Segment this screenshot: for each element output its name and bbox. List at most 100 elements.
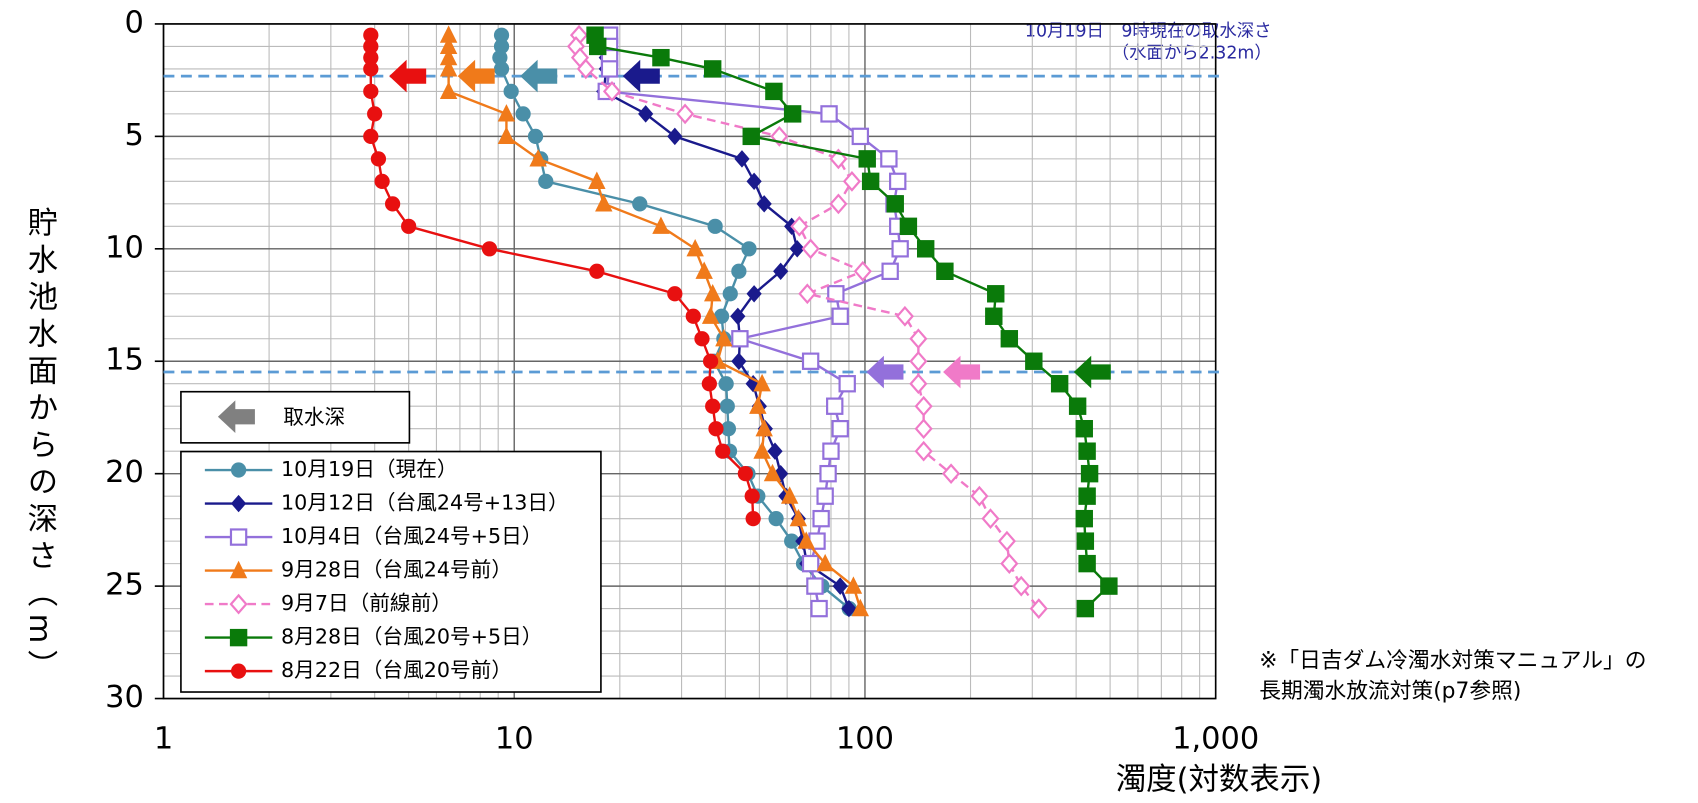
data-point: [638, 105, 654, 123]
data-point: [1078, 487, 1096, 505]
data-point: [838, 375, 856, 393]
annotation: 10月19日 9時現在の取水深さ: [1025, 22, 1272, 42]
data-point: [374, 173, 390, 189]
legend-marker: [229, 528, 248, 546]
data-point: [493, 61, 510, 77]
legend-label: 9月7日（前線前）: [281, 591, 452, 615]
data-point: [363, 27, 379, 43]
data-point: [819, 464, 837, 483]
data-point: [703, 283, 722, 302]
y-tick-label: 20: [105, 455, 144, 490]
data-point: [588, 171, 606, 189]
data-point: [895, 305, 914, 327]
intake-arrow: [1073, 355, 1111, 389]
data-point: [827, 285, 845, 303]
y-tick-label: 30: [105, 680, 144, 715]
data-point: [765, 82, 783, 101]
note: 長期濁水放流対策(p7参照): [1259, 679, 1521, 704]
legend-label: 10月19日（現在）: [281, 457, 458, 481]
data-point: [987, 285, 1005, 303]
legend-label: 9月28日（台風24号前）: [281, 558, 512, 582]
data-point: [822, 442, 840, 460]
data-point: [742, 127, 760, 146]
data-point: [1029, 598, 1048, 619]
data-point: [881, 262, 899, 280]
intake-arrow: [866, 355, 904, 389]
data-point: [916, 240, 935, 258]
data-point: [753, 373, 771, 392]
data-point: [914, 395, 933, 417]
data-point: [891, 240, 909, 258]
data-point: [497, 104, 516, 122]
y-tick-label: 15: [105, 343, 144, 378]
data-point: [734, 150, 750, 168]
data-point: [529, 149, 547, 167]
data-point: [801, 238, 820, 260]
legend-marker: [230, 462, 247, 478]
annotation: （水面から2.32m）: [1112, 43, 1272, 63]
data-point: [806, 577, 824, 595]
data-point: [589, 37, 607, 56]
data-point: [363, 128, 379, 144]
y-axis-title: 貯水池水面からの深さ（m）: [22, 207, 58, 687]
data-point: [497, 126, 516, 144]
y-tick-label: 25: [105, 568, 144, 603]
data-point: [936, 262, 954, 280]
data-point: [702, 353, 719, 369]
data-point: [851, 127, 870, 146]
data-point: [701, 306, 720, 324]
data-point: [997, 530, 1017, 552]
legend-marker: [229, 628, 248, 647]
data-point: [595, 194, 613, 212]
legend-label: 10月12日（台風24号+13日）: [281, 491, 569, 515]
data-point: [790, 215, 809, 237]
data-point: [861, 172, 880, 191]
data-point: [801, 554, 820, 573]
series-line: [593, 34, 1111, 610]
data-point: [970, 485, 989, 507]
series-line: [369, 35, 755, 519]
x-tick-label: 1: [154, 721, 173, 756]
data-point: [731, 330, 749, 348]
data-point: [652, 216, 670, 234]
data-point: [694, 331, 710, 347]
data-point: [1068, 397, 1087, 415]
data-point: [439, 25, 458, 43]
data-point: [515, 106, 531, 122]
data-point: [481, 241, 498, 257]
data-point: [720, 421, 737, 437]
data-point: [942, 463, 961, 485]
data-point: [1076, 599, 1095, 618]
data-point: [722, 286, 738, 302]
data-point: [705, 398, 721, 414]
data-point: [439, 59, 458, 77]
data-point: [737, 466, 753, 482]
x-tick-label: 10: [495, 721, 534, 756]
data-point: [789, 508, 808, 527]
note: ※「日吉ダム冷濁水対策マニュアル」の: [1259, 649, 1646, 674]
data-point: [784, 533, 800, 549]
data-point: [1000, 553, 1019, 574]
legend-marker: [230, 663, 247, 679]
data-point: [363, 38, 379, 55]
data-point: [686, 239, 704, 257]
data-point: [363, 50, 379, 66]
y-tick-label: 0: [125, 5, 144, 40]
data-point: [816, 487, 834, 505]
data-point: [1078, 554, 1096, 573]
data-point: [853, 260, 872, 282]
data-point: [1100, 577, 1118, 595]
data-point: [909, 373, 928, 395]
data-point: [753, 441, 771, 459]
data-point: [719, 398, 735, 414]
series-line: [602, 35, 851, 610]
plot-frame: [162, 23, 1217, 700]
data-point: [842, 170, 861, 192]
data-point: [576, 58, 595, 80]
arrow-legend-label: 取水深: [283, 405, 345, 429]
data-point: [731, 263, 747, 279]
data-point: [527, 128, 544, 144]
data-point: [589, 263, 605, 279]
